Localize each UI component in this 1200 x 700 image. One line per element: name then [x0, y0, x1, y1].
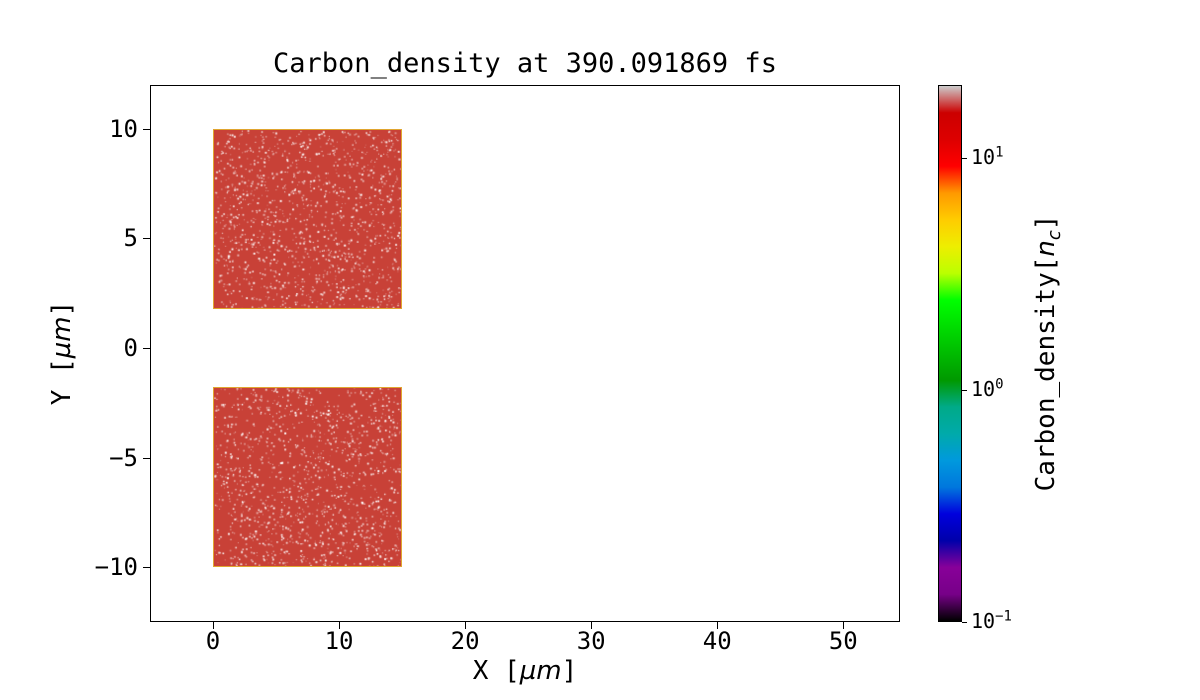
- colorbar-tick-base: 10: [971, 145, 996, 170]
- x-axis-label-close: ]: [561, 656, 578, 686]
- colorbar-tick-mark: [962, 158, 967, 160]
- y-tick-label: −5: [109, 443, 138, 472]
- colorbar-tick-exponent: 0: [995, 376, 1004, 393]
- x-tick-mark: [591, 622, 593, 629]
- y-tick-label: −10: [94, 553, 138, 582]
- y-tick-mark: [143, 238, 150, 240]
- colorbar-label: Carbon_density[nc]: [1031, 215, 1065, 492]
- density-region-upper-slab: [213, 128, 403, 309]
- x-tick-label: 0: [205, 627, 221, 655]
- y-axis-label: Y [µm]: [47, 301, 77, 406]
- x-tick-label: 30: [576, 627, 606, 655]
- colorbar-tick-base: 10: [971, 609, 996, 634]
- y-tick-mark: [143, 128, 150, 130]
- colorbar-tick-exponent: 1: [995, 144, 1004, 161]
- colorbar-tick-base: 10: [971, 377, 996, 402]
- x-tick-mark: [213, 622, 215, 629]
- colorbar: [938, 85, 962, 622]
- x-axis-label-text: X [: [472, 656, 520, 686]
- colorbar-tick-mark: [962, 390, 967, 392]
- colorbar-label-subscript: c: [1044, 230, 1066, 241]
- x-tick-mark: [339, 622, 341, 629]
- colorbar-tick-label: 100: [971, 377, 1004, 402]
- x-tick-mark: [717, 622, 719, 629]
- chart-title: Carbon_density at 390.091869 fs: [273, 48, 777, 79]
- y-tick-label: 5: [123, 224, 138, 253]
- y-tick-label: 10: [109, 114, 138, 143]
- speckle-texture: [214, 388, 402, 567]
- y-tick-mark: [143, 567, 150, 569]
- y-tick-mark: [143, 457, 150, 459]
- colorbar-label-symbol: n: [1030, 240, 1061, 257]
- x-tick-label: 10: [324, 627, 354, 655]
- density-region-lower-slab: [213, 387, 403, 568]
- x-tick-mark: [843, 622, 845, 629]
- x-tick-mark: [465, 622, 467, 629]
- y-axis-unit: µm: [47, 316, 77, 359]
- x-tick-label: 40: [702, 627, 732, 655]
- x-axis-label: X [µm]: [150, 656, 900, 686]
- x-tick-label: 50: [828, 627, 858, 655]
- colorbar-tick-mark: [962, 622, 967, 623]
- colorbar-tick-exponent: −1: [995, 608, 1012, 625]
- y-axis-label-close: ]: [47, 300, 77, 317]
- colorbar-label-close: ]: [1030, 214, 1061, 231]
- colorbar-tick-label: 10−1: [971, 608, 1012, 633]
- y-tick-mark: [143, 348, 150, 350]
- y-axis-label-text: Y [: [47, 358, 77, 406]
- colorbar-tick-label: 101: [971, 145, 1004, 170]
- x-axis-unit: µm: [519, 656, 562, 686]
- y-tick-label: 0: [123, 334, 138, 363]
- colorbar-label-text: Carbon_density[: [1030, 256, 1061, 492]
- x-tick-label: 20: [450, 627, 480, 655]
- speckle-texture: [214, 129, 402, 308]
